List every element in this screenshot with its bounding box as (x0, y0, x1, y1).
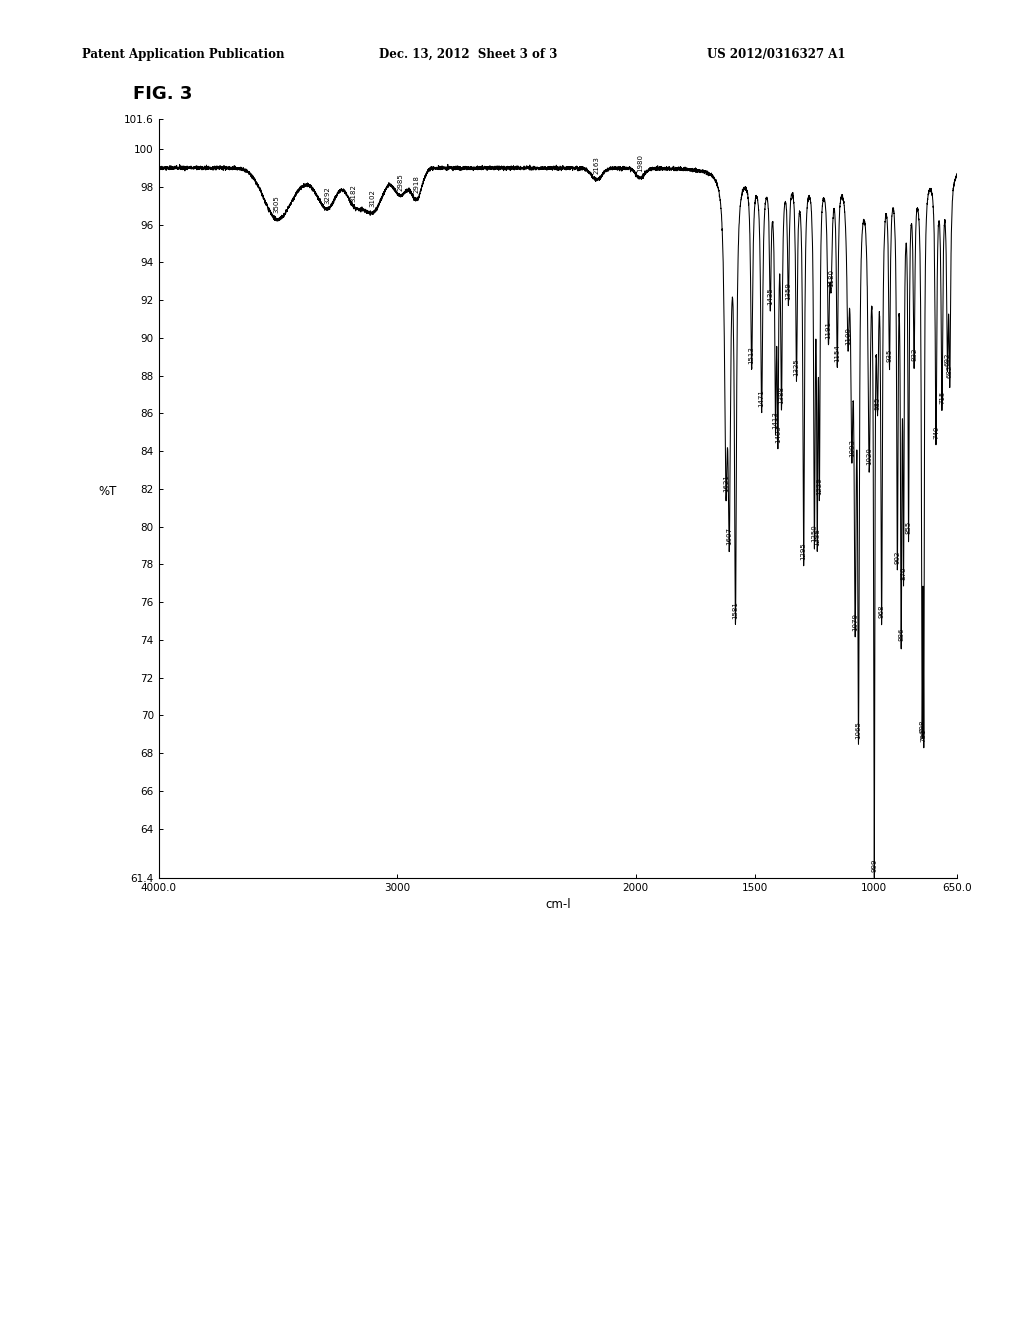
Text: 876: 876 (900, 566, 906, 581)
Text: 1359: 1359 (785, 282, 792, 300)
Text: 1581: 1581 (732, 601, 738, 619)
Text: 2985: 2985 (397, 173, 403, 191)
Text: 692: 692 (944, 352, 950, 366)
Text: 1621: 1621 (723, 474, 729, 492)
Text: 1020: 1020 (866, 447, 872, 465)
Text: 1471: 1471 (759, 389, 765, 407)
Text: 902: 902 (894, 550, 900, 564)
Text: US 2012/0316327 A1: US 2012/0316327 A1 (707, 48, 845, 61)
Text: 1980: 1980 (637, 154, 643, 172)
Text: 3292: 3292 (325, 186, 331, 203)
Text: 3505: 3505 (273, 195, 280, 213)
Text: 1403: 1403 (775, 425, 781, 444)
Text: 1180: 1180 (828, 269, 835, 286)
Text: 1229: 1229 (816, 478, 822, 495)
Text: 1079: 1079 (852, 614, 858, 631)
Text: 1191: 1191 (825, 321, 831, 339)
Text: 1154: 1154 (835, 345, 841, 362)
Text: 855: 855 (905, 520, 911, 533)
Text: 715: 715 (939, 391, 945, 404)
Text: 832: 832 (911, 348, 918, 362)
Text: 999: 999 (871, 858, 878, 873)
Text: 1388: 1388 (778, 387, 784, 404)
Y-axis label: %T: %T (98, 486, 117, 499)
Text: 1250: 1250 (811, 524, 817, 543)
Text: 2918: 2918 (414, 176, 420, 193)
Text: 1607: 1607 (726, 527, 732, 545)
Text: 1513: 1513 (749, 346, 755, 363)
Text: 798: 798 (920, 719, 925, 733)
Text: 3182: 3182 (351, 183, 356, 202)
Text: 1109: 1109 (845, 327, 851, 345)
Text: 3102: 3102 (370, 190, 376, 207)
Text: 1325: 1325 (794, 358, 800, 376)
Text: 1435: 1435 (767, 288, 773, 305)
Text: 985: 985 (874, 397, 881, 411)
Text: 968: 968 (879, 605, 885, 619)
Text: Patent Application Publication: Patent Application Publication (82, 48, 285, 61)
X-axis label: cm-l: cm-l (545, 898, 571, 911)
Text: 886: 886 (898, 627, 904, 642)
Text: 1093: 1093 (849, 438, 855, 457)
Text: 2163: 2163 (594, 157, 600, 174)
Text: 682: 682 (947, 364, 952, 379)
Text: 1238: 1238 (814, 528, 820, 545)
Text: Dec. 13, 2012  Sheet 3 of 3: Dec. 13, 2012 Sheet 3 of 3 (379, 48, 557, 61)
Text: 791: 791 (921, 729, 927, 742)
Text: 935: 935 (887, 348, 893, 362)
Text: 1065: 1065 (855, 721, 861, 739)
Text: 1295: 1295 (801, 543, 807, 560)
Text: FIG. 3: FIG. 3 (133, 84, 193, 103)
Text: 1413: 1413 (772, 412, 778, 429)
Text: 740: 740 (933, 426, 939, 440)
